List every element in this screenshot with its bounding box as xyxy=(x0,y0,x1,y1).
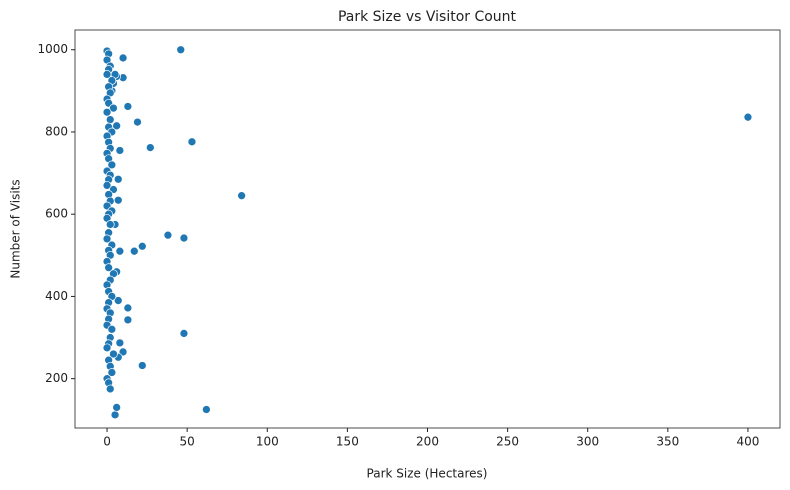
point xyxy=(137,361,147,370)
x-tick-label: 200 xyxy=(416,435,439,449)
point xyxy=(112,403,122,412)
point xyxy=(133,117,142,127)
x-axis-label: Park Size (Hectares) xyxy=(367,467,488,481)
point xyxy=(102,70,112,79)
y-tick-label: 800 xyxy=(45,124,68,138)
point xyxy=(109,349,118,359)
point xyxy=(110,410,120,420)
point xyxy=(107,324,117,334)
point xyxy=(102,181,112,190)
point xyxy=(187,137,197,147)
point xyxy=(115,146,125,155)
point xyxy=(179,233,189,243)
point xyxy=(137,241,147,251)
x-tick-label: 100 xyxy=(256,435,279,449)
y-tick-label: 1000 xyxy=(37,42,68,56)
point xyxy=(115,338,125,348)
y-tick-label: 200 xyxy=(45,371,68,385)
point xyxy=(123,303,133,313)
plot-frame xyxy=(74,29,781,429)
point xyxy=(113,296,123,305)
point xyxy=(107,368,117,377)
chart-title: Park Size vs Visitor Count xyxy=(338,9,517,25)
x-tick-label: 350 xyxy=(656,435,679,449)
y-axis-label: Number of Visits xyxy=(9,179,23,278)
point xyxy=(105,220,115,229)
point xyxy=(107,160,117,170)
point xyxy=(743,112,753,122)
point xyxy=(123,315,133,325)
point xyxy=(118,53,128,63)
point xyxy=(105,115,115,124)
point xyxy=(145,143,155,152)
point xyxy=(179,329,189,338)
point xyxy=(237,191,246,201)
point xyxy=(109,103,118,113)
x-tick-label: 50 xyxy=(180,435,195,449)
x-tick-label: 0 xyxy=(103,435,111,449)
point xyxy=(202,405,211,414)
point xyxy=(118,347,128,357)
point xyxy=(113,174,123,184)
point xyxy=(113,195,123,205)
point xyxy=(105,384,115,394)
y-tick-label: 600 xyxy=(45,207,68,221)
point xyxy=(102,107,112,117)
point xyxy=(115,246,125,256)
x-tick-label: 300 xyxy=(576,435,599,449)
y-tick-label: 400 xyxy=(45,289,68,303)
point xyxy=(102,234,112,244)
point xyxy=(123,102,133,111)
x-tick-label: 150 xyxy=(336,435,359,449)
point xyxy=(102,343,112,353)
point xyxy=(129,246,139,256)
point xyxy=(176,45,186,55)
x-tick-label: 250 xyxy=(496,435,519,449)
x-tick-label: 400 xyxy=(737,435,760,449)
point xyxy=(163,230,173,240)
point xyxy=(104,263,113,272)
